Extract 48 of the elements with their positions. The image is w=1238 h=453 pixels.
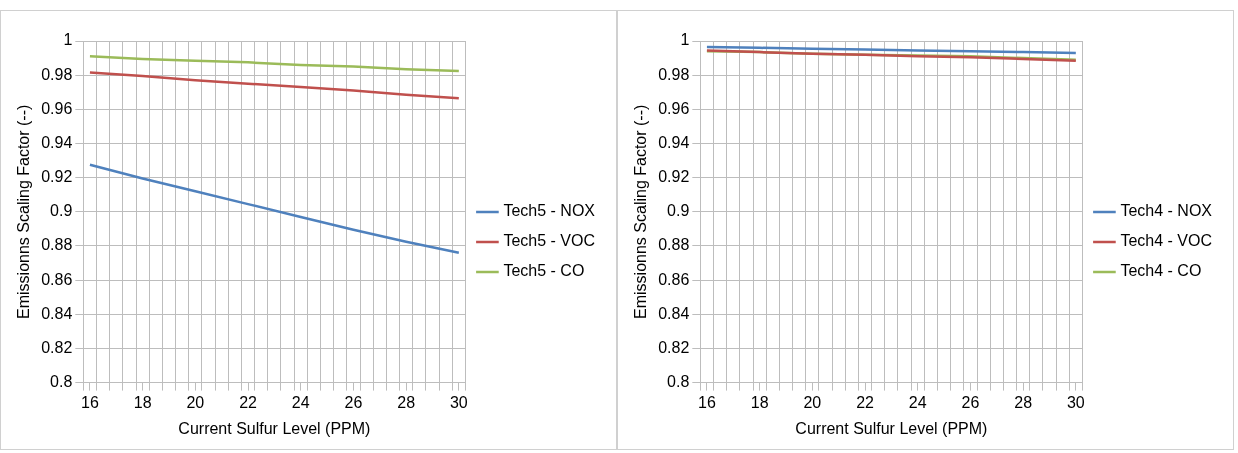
x-tick-label: 22 — [856, 393, 875, 411]
legend-label: Tech4 - VOC — [1120, 232, 1213, 250]
y-tick-label: 0.9 — [50, 202, 73, 220]
y-tick-label: 0.86 — [658, 270, 690, 288]
x-tick-label: 24 — [291, 393, 310, 411]
y-tick-label: 0.8 — [50, 373, 73, 391]
y-tick-label: 0.86 — [41, 270, 73, 288]
x-tick-label: 30 — [1066, 393, 1085, 411]
legend-label: Tech5 - VOC — [503, 232, 596, 250]
x-tick-label: 28 — [397, 393, 416, 411]
y-tick-label: 0.84 — [41, 304, 73, 322]
y-tick-label: 0.82 — [658, 338, 690, 356]
legend-label: Tech4 - NOX — [1120, 202, 1213, 220]
legend-label: Tech5 - CO — [503, 262, 585, 280]
x-tick-label: 18 — [750, 393, 769, 411]
y-tick-label: 0.9 — [667, 202, 690, 220]
y-axis-title: Emissionns Scaling Factor (--) — [15, 104, 33, 319]
legend-label: Tech5 - NOX — [503, 202, 596, 220]
y-tick-label: 1 — [63, 31, 73, 49]
y-tick-label: 0.84 — [658, 304, 690, 322]
y-tick-label: 0.96 — [41, 99, 73, 117]
y-tick-label: 0.88 — [41, 236, 73, 254]
x-tick-label: 28 — [1014, 393, 1033, 411]
y-tick-label: 0.92 — [658, 168, 690, 186]
x-tick-label: 26 — [961, 393, 980, 411]
x-tick-label: 26 — [344, 393, 363, 411]
y-tick-label: 0.8 — [667, 373, 690, 391]
y-tick-label: 0.98 — [41, 65, 73, 83]
x-axis-title: Current Sulfur Level (PPM) — [178, 419, 371, 437]
y-tick-label: 0.88 — [658, 236, 690, 254]
x-tick-label: 24 — [908, 393, 927, 411]
y-tick-label: 0.98 — [658, 65, 690, 83]
x-axis-title: Current Sulfur Level (PPM) — [795, 419, 988, 437]
y-tick-label: 0.82 — [41, 338, 73, 356]
y-tick-label: 0.92 — [41, 168, 73, 186]
y-tick-label: 1 — [680, 31, 690, 49]
y-tick-label: 0.94 — [41, 133, 73, 151]
x-tick-label: 18 — [133, 393, 152, 411]
legend-label: Tech4 - CO — [1120, 262, 1202, 280]
y-axis-title: Emissionns Scaling Factor (--) — [632, 104, 650, 319]
x-tick-label: 30 — [449, 393, 468, 411]
x-tick-label: 16 — [81, 393, 99, 411]
y-tick-label: 0.94 — [658, 133, 690, 151]
x-tick-label: 20 — [803, 393, 822, 411]
y-tick-label: 0.96 — [658, 99, 690, 117]
x-tick-label: 16 — [698, 393, 716, 411]
x-tick-label: 22 — [239, 393, 258, 411]
x-tick-label: 20 — [186, 393, 205, 411]
